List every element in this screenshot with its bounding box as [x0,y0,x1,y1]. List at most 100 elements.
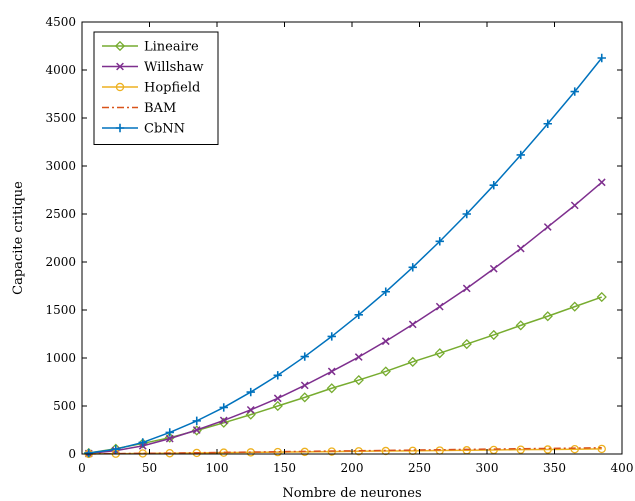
legend-marker [116,62,124,71]
data-point-cbnn [165,428,174,437]
legend-marker [114,40,126,52]
y-tick-label: 4000 [45,63,76,77]
data-point-cbnn [381,287,390,296]
data-point-lineaire [461,338,472,350]
x-tick-label: 250 [408,461,431,475]
data-point-willshaw [435,302,444,311]
y-tick-label: 2500 [45,207,76,221]
data-point-cbnn [408,263,417,272]
series-cbnn [84,53,606,458]
x-tick-label: 100 [206,461,229,475]
data-point-lineaire [488,329,499,341]
data-point-willshaw [300,381,309,390]
x-tick-label: 0 [78,461,86,475]
legend-label: Lineaire [144,40,199,55]
y-tick-label: 4500 [45,15,76,29]
data-point-willshaw [570,201,579,210]
legend-label: CbNN [144,122,185,137]
y-tick-label: 1000 [45,351,76,365]
data-point-willshaw [381,337,390,346]
x-tick-label: 400 [611,461,634,475]
data-point-lineaire [596,291,607,303]
data-point-willshaw [327,367,336,376]
legend-item-cbnn: CbNN [102,122,185,137]
legend-label: Willshaw [144,60,204,75]
y-tick-label: 2000 [45,255,76,269]
data-point-willshaw [462,284,471,293]
legend-marker [115,82,125,92]
legend-label: BAM [144,101,176,116]
data-point-willshaw [597,178,606,187]
data-point-lineaire [380,366,391,377]
series-willshaw [84,178,606,458]
data-point-cbnn [543,119,552,128]
data-point-lineaire [299,392,310,403]
data-point-lineaire [407,356,418,367]
legend-item-hopfield: Hopfield [102,81,200,96]
data-point-cbnn [300,352,309,361]
data-point-cbnn [354,310,363,319]
data-point-cbnn [273,371,282,380]
data-point-cbnn [138,438,147,447]
data-point-lineaire [542,311,553,322]
x-tick-label: 200 [341,461,364,475]
data-point-cbnn [489,181,498,190]
y-tick-label: 0 [68,447,76,461]
data-point-willshaw [354,353,363,361]
data-point-cbnn [570,87,579,96]
data-point-hopfield [570,444,579,454]
data-point-cbnn [192,416,201,426]
data-point-willshaw [516,244,525,253]
legend-label: Hopfield [144,81,200,96]
x-tick-label: 50 [142,461,157,475]
data-point-hopfield [543,445,552,454]
data-point-cbnn [246,387,255,397]
data-point-cbnn [597,53,606,63]
x-tick-label: 350 [543,461,566,475]
legend-marker [115,123,125,133]
data-point-cbnn [462,209,471,219]
series-line-bam [88,447,602,455]
data-point-cbnn [516,150,525,160]
data-point-willshaw [192,426,201,434]
data-point-lineaire [326,383,337,394]
data-point-willshaw [489,264,498,273]
data-point-hopfield [597,444,606,454]
x-axis-label: Nombre de neurones [282,486,421,501]
x-axis-ticks: 0 50 100 150 200 250 300 350 400 [78,22,633,475]
series-line-willshaw [88,181,603,455]
data-point-willshaw [246,405,255,414]
y-tick-label: 3000 [45,159,76,173]
x-tick-label: 150 [273,461,296,475]
data-point-willshaw [273,394,282,403]
data-point-cbnn [111,445,120,454]
data-point-willshaw [219,416,228,425]
data-point-cbnn [219,403,228,412]
y-axis-ticks: 0 500 1000 1500 2000 2500 3000 3500 4000 4500 [45,15,622,461]
y-tick-label: 3500 [45,111,76,125]
data-point-lineaire [272,400,283,412]
legend-item-lineaire: Lineaire [102,40,199,55]
data-point-willshaw [408,320,417,329]
y-tick-label: 1500 [45,303,76,317]
y-tick-label: 500 [53,399,76,413]
x-tick-label: 300 [476,461,499,475]
y-axis-label: Capacite critique [11,181,26,295]
legend-item-bam: BAM [102,101,176,116]
data-point-cbnn [84,448,93,458]
data-point-willshaw [165,434,174,443]
legend: Lineaire Willshaw Hopfield BAM CbNN [93,31,219,145]
series-line-cbnn [88,57,603,454]
plot-series [83,53,607,459]
data-point-lineaire [569,301,580,312]
legend-item-willshaw: Willshaw [102,60,204,75]
data-point-cbnn [327,332,336,341]
series-bam [88,447,602,455]
data-point-lineaire [353,374,364,386]
legend-box [93,31,219,145]
data-point-lineaire [434,348,445,359]
data-point-lineaire [515,320,526,331]
data-point-cbnn [435,237,444,246]
data-point-hopfield [516,445,525,454]
